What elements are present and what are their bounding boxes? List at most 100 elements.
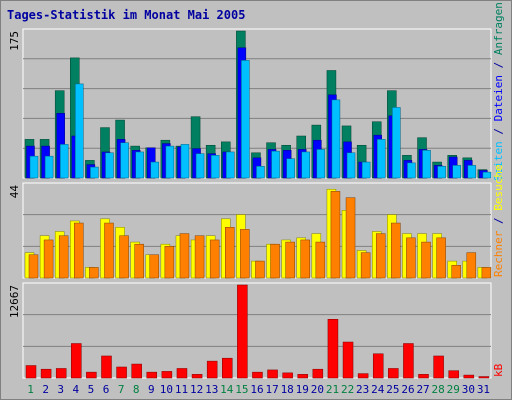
bar-kb xyxy=(448,370,459,379)
legend-sep-1: / xyxy=(492,121,505,142)
bar-rechner xyxy=(43,239,54,279)
bar-kb xyxy=(237,284,248,379)
bar-kb xyxy=(388,368,399,379)
bar-kb xyxy=(206,360,218,379)
bar-kb xyxy=(463,374,475,379)
bar-rechner xyxy=(194,235,205,279)
bar-kb xyxy=(267,369,278,379)
day-label: 22 xyxy=(341,383,354,396)
bar-kb xyxy=(86,371,97,379)
bar-rechner xyxy=(134,243,144,279)
day-label: 31 xyxy=(477,383,490,396)
bar-rechner xyxy=(209,239,220,279)
bar-rechner xyxy=(179,233,190,279)
day-label: 4 xyxy=(73,383,80,396)
bar-rechner xyxy=(149,254,160,279)
bar-rechner xyxy=(481,267,492,279)
bar-seiten xyxy=(105,152,114,179)
bar-kb xyxy=(191,374,203,379)
bar-seiten xyxy=(467,165,477,179)
bar-seiten xyxy=(29,155,39,179)
bar-kb xyxy=(297,374,308,379)
bar-seiten xyxy=(241,60,250,179)
panel-bottom xyxy=(22,282,492,379)
bar-seiten xyxy=(392,107,401,179)
bar-rechner xyxy=(240,229,250,279)
bar-rechner xyxy=(300,239,310,279)
day-label: 26 xyxy=(401,383,414,396)
bar-kb xyxy=(327,319,339,379)
bar-kb xyxy=(25,365,37,379)
bar-rechner xyxy=(345,197,356,279)
legend-besuche: Besuche xyxy=(492,164,505,211)
legend-sep-3: / xyxy=(492,210,505,231)
legend-sep-2: / xyxy=(492,55,505,76)
bar-kb xyxy=(418,374,429,379)
day-label: 13 xyxy=(205,383,218,396)
bar-kb xyxy=(55,368,67,379)
bar-kb xyxy=(342,341,354,379)
bar-rechner xyxy=(451,265,461,279)
legend-kb: kB xyxy=(492,363,505,377)
bar-kb xyxy=(101,355,112,379)
bar-seiten xyxy=(195,153,205,179)
bar-rechner xyxy=(255,260,265,279)
bar-seiten xyxy=(165,145,175,179)
bar-rechner xyxy=(436,237,446,279)
day-label: 25 xyxy=(386,383,399,396)
day-label: 29 xyxy=(447,383,460,396)
bar-seiten xyxy=(271,150,280,179)
bar-seiten xyxy=(301,151,310,179)
bar-rechner xyxy=(466,252,477,279)
bar-seiten xyxy=(361,161,371,179)
bar-rechner xyxy=(360,252,371,279)
bar-rechner xyxy=(58,235,69,279)
day-label: 3 xyxy=(57,383,64,396)
bar-rechner xyxy=(89,267,99,279)
bar-kb xyxy=(478,376,490,379)
day-label: 11 xyxy=(175,383,188,396)
legend-rechner: Rechner xyxy=(492,230,505,277)
bar-kb xyxy=(357,373,369,379)
bar-rechner xyxy=(74,222,84,279)
day-label: 30 xyxy=(462,383,475,396)
bar-rechner xyxy=(330,191,341,279)
bar-rechner xyxy=(391,222,401,279)
bar-seiten xyxy=(210,155,220,179)
chart-title: Tages-Statistik im Monat Mai 2005 xyxy=(7,8,246,22)
bar-rechner xyxy=(270,243,280,279)
bar-seiten xyxy=(376,139,386,179)
day-label: 15 xyxy=(235,383,248,396)
day-label: 27 xyxy=(416,383,429,396)
day-label: 5 xyxy=(88,383,95,396)
bar-rechner xyxy=(28,254,39,279)
bar-seiten xyxy=(286,158,295,179)
bar-kb xyxy=(222,357,233,379)
day-label: 18 xyxy=(281,383,294,396)
legend-top: Seiten / Dateien / Anfragen xyxy=(492,2,505,181)
day-label: 17 xyxy=(265,383,278,396)
bar-kb xyxy=(131,363,142,379)
bar-seiten xyxy=(422,150,431,179)
bar-seiten xyxy=(135,151,144,179)
bar-kb xyxy=(146,371,158,379)
day-label: 23 xyxy=(356,383,369,396)
bar-seiten xyxy=(331,99,341,179)
bar-rechner xyxy=(285,241,295,279)
bar-rechner xyxy=(406,237,416,279)
bar-seiten xyxy=(120,142,129,179)
legend-middle: Rechner / Besuche xyxy=(492,164,505,277)
bar-seiten xyxy=(452,165,461,179)
ymax-label-middle: 44 xyxy=(8,185,21,199)
bar-kb xyxy=(312,368,324,379)
day-label: 12 xyxy=(190,383,203,396)
bar-kb xyxy=(282,372,293,379)
bar-seiten xyxy=(59,144,69,179)
bar-seiten xyxy=(437,165,446,179)
day-label: 19 xyxy=(296,383,309,396)
bar-rechner xyxy=(421,241,431,279)
day-label: 28 xyxy=(432,383,445,396)
ymax-label-bottom: 12667 xyxy=(8,285,21,318)
day-label: 16 xyxy=(250,383,263,396)
